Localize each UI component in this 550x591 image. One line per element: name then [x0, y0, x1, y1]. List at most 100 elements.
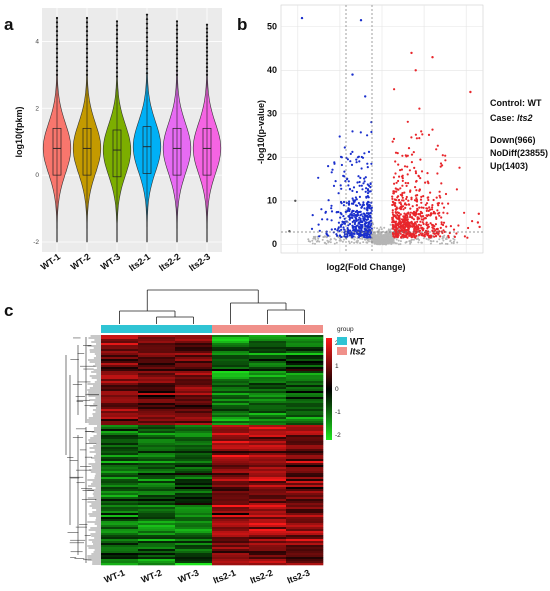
violin-outlier: [205, 39, 209, 42]
heatmap-cell: [212, 335, 250, 338]
violin-outlier: [205, 50, 209, 53]
volcano-point-down: [357, 222, 360, 225]
heatmap-cell: [249, 365, 287, 368]
volcano-point-down: [359, 176, 362, 179]
heatmap-cell: [175, 335, 213, 338]
heatmap-cell: [249, 347, 287, 350]
heatmap-cell: [101, 459, 139, 462]
heatmap-cell: [249, 533, 287, 536]
volcano-point-nodiff: [420, 241, 423, 244]
heatmap-cell: [249, 377, 287, 380]
violin-outlier: [145, 31, 149, 34]
heatmap-cell: [249, 423, 287, 426]
heatmap-cell: [101, 483, 139, 486]
volcano-point-up: [438, 194, 441, 197]
volcano-point-nodiff: [335, 241, 338, 244]
volcano-point-up: [420, 195, 423, 198]
volcano-point-up: [414, 230, 417, 233]
volcano-point-nodiff: [314, 242, 316, 245]
volcano-point-up: [397, 199, 400, 202]
heatmap-cell: [249, 425, 287, 428]
volcano-point-up: [407, 182, 410, 185]
heatmap-cell: [138, 457, 176, 460]
volcano-point-up: [399, 222, 403, 225]
heatmap-cell: [175, 461, 213, 464]
volcano-point-down: [356, 204, 359, 207]
heatmap-cell: [101, 563, 139, 566]
volcano-point-up: [412, 151, 415, 154]
heatmap-cell: [286, 399, 324, 402]
heatmap-cell: [175, 487, 213, 490]
heatmap-cell: [249, 473, 287, 476]
volcano-point-up: [447, 236, 450, 239]
volcano-point-up: [421, 229, 425, 232]
volcano-point-up: [431, 229, 434, 232]
heatmap-cell: [138, 431, 176, 434]
volcano-point-nodiff: [432, 240, 435, 243]
heatmap-cell: [175, 345, 213, 348]
volcano-point-up: [444, 159, 447, 162]
volcano-point-up: [442, 229, 445, 232]
volcano-point-up: [439, 165, 442, 168]
violin-outlier: [205, 46, 209, 49]
heatmap-cell: [101, 505, 139, 508]
volcano-point-up: [397, 163, 400, 166]
heatmap-cell: [286, 457, 324, 460]
volcano-point-up: [420, 218, 423, 221]
volcano-point-down: [330, 228, 333, 231]
volcano-point-down: [336, 229, 339, 232]
volcano-point-nodiff: [446, 243, 449, 245]
volcano-point-up: [426, 234, 429, 237]
heatmap-cell: [138, 437, 176, 440]
heatmap-cell: [175, 411, 213, 414]
heatmap-cell: [175, 543, 213, 546]
volcano-point-up: [392, 192, 395, 195]
heatmap-column-label: WT-2: [140, 568, 164, 585]
heatmap-cell: [212, 527, 250, 530]
heatmap-cell: [101, 453, 139, 456]
heatmap-cell: [286, 397, 324, 400]
violin-outlier: [115, 28, 119, 31]
volcano-point-up: [434, 229, 437, 232]
volcano-point-nodiff: [450, 241, 453, 244]
heatmap-cell: [212, 563, 250, 566]
violin-outlier: [145, 67, 149, 70]
heatmap-cell: [286, 355, 324, 358]
violin-outlier: [85, 16, 89, 20]
heatmap-cell: [138, 487, 176, 490]
heatmap-cell: [101, 427, 139, 430]
column-dendrogram: [119, 289, 305, 324]
heatmap-cell: [286, 339, 324, 342]
heatmap-cell: [286, 411, 324, 414]
heatmap-cell: [286, 353, 324, 356]
volcano-point-down: [352, 214, 355, 217]
volcano-point-up: [394, 221, 397, 225]
heatmap-cell: [249, 487, 287, 490]
volcano-point-down: [362, 201, 365, 204]
volcano-point-up: [442, 211, 445, 214]
volcano-point-up: [391, 203, 394, 207]
volcano-point-down: [347, 202, 351, 205]
heatmap-cell: [286, 521, 324, 524]
volcano-point-nodiff: [341, 240, 344, 243]
heatmap-cell: [249, 355, 287, 358]
volcano-point-nodiff: [359, 242, 362, 245]
heatmap-cell: [249, 345, 287, 348]
heatmap-cell: [175, 341, 213, 344]
volcano-point-down: [366, 183, 369, 186]
violin-outlier: [85, 69, 89, 72]
volcano-point-down: [330, 219, 333, 222]
heatmap-cell: [286, 341, 324, 344]
volcano-point-nodiff: [374, 237, 377, 240]
heatmap-cell: [249, 363, 287, 366]
heatmap-cell: [286, 359, 324, 362]
heatmap-cell: [212, 387, 250, 390]
volcano-point-down: [325, 230, 328, 233]
volcano-point-up: [414, 172, 418, 175]
heatmap-cell: [249, 461, 287, 464]
heatmap-cell: [286, 531, 324, 534]
volcano-point-up: [395, 181, 398, 184]
volcano-point-up: [410, 153, 414, 156]
volcano-point-down: [363, 212, 366, 215]
volcano-point-nodiff: [367, 239, 370, 242]
